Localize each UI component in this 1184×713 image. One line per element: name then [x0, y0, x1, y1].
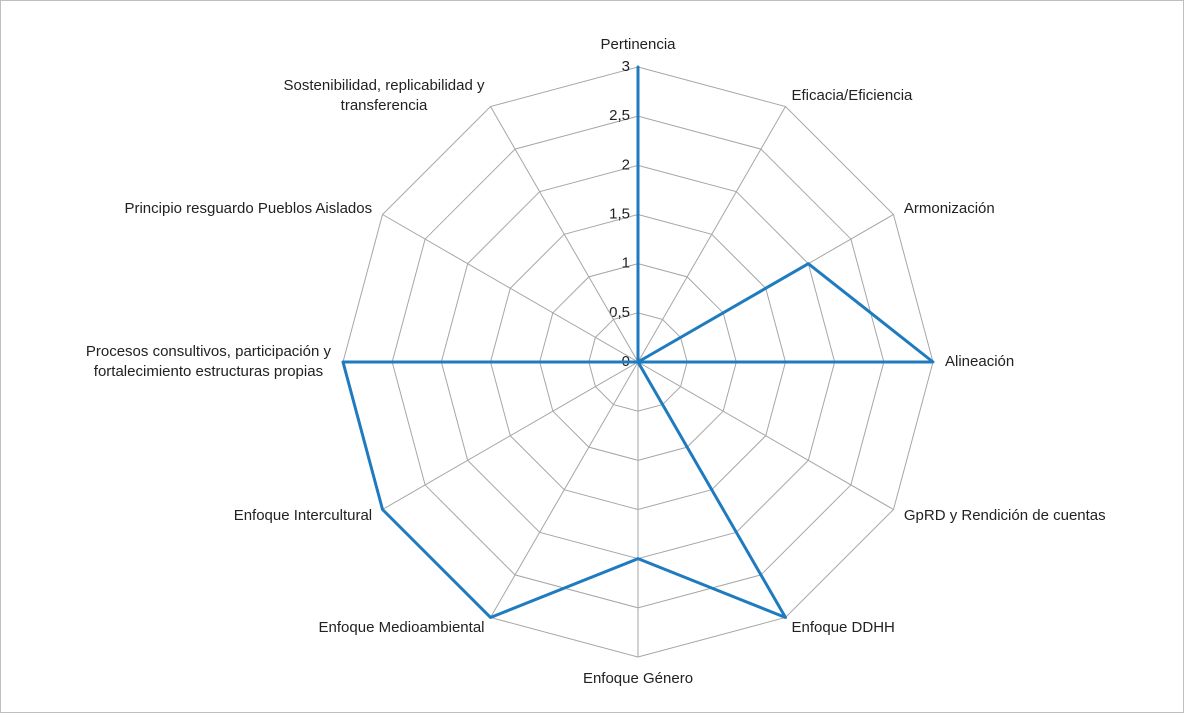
spoke [382, 214, 639, 363]
r-tick-label: 2 [622, 156, 630, 173]
r-tick-label: 2,5 [609, 107, 630, 124]
category-label: Armonización [903, 199, 995, 217]
category-label: Alineación [945, 353, 1015, 370]
category-label: Eficacia/Eficiencia [791, 87, 913, 105]
category-label: Enfoque Intercultural [233, 506, 373, 524]
category-label: Enfoque DDHH [791, 618, 895, 636]
category-label: Principio resguardo Pueblos Aislados [124, 199, 373, 217]
spoke [637, 361, 894, 510]
category-label: Procesos consultivos, participación y fo… [85, 343, 331, 380]
category-label: Enfoque Medioambiental [318, 618, 485, 636]
r-tick-label: 0,5 [609, 304, 630, 321]
category-label: Enfoque Género [582, 670, 694, 687]
series-line [341, 65, 935, 619]
spoke [637, 106, 786, 363]
spoke [490, 106, 639, 363]
category-label: GpRD y Rendición de cuentas [903, 506, 1106, 524]
r-tick-label: 1 [622, 255, 630, 272]
spoke [490, 361, 639, 618]
spoke [382, 361, 639, 510]
category-label: Sostenibilidad, replicabilidad y transfe… [283, 77, 485, 115]
category-label: Pertinencia [600, 36, 676, 53]
r-tick-label: 1,5 [609, 205, 630, 222]
r-tick-label: 3 [622, 58, 630, 75]
